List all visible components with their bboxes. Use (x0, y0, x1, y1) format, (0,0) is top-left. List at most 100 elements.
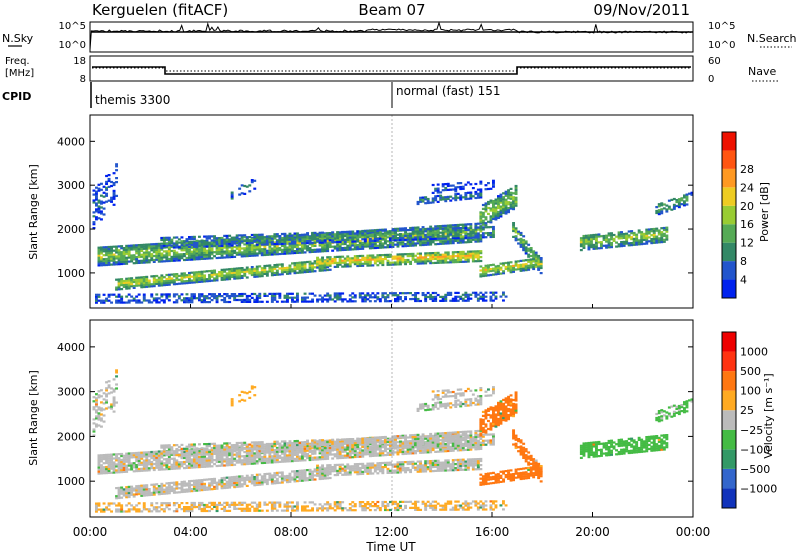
power-cell (396, 296, 400, 299)
power-cell (348, 263, 352, 266)
power-cell (313, 241, 317, 244)
velocity-cell (268, 461, 272, 464)
velocity-cell (185, 460, 189, 463)
power-cell (280, 240, 284, 244)
power-cell (125, 295, 129, 298)
power-cell (677, 202, 681, 205)
power-cell (291, 298, 294, 301)
power-cell (371, 264, 375, 267)
power-cell (459, 252, 463, 256)
power-cell (142, 251, 146, 254)
velocity-cell (421, 449, 425, 452)
power-cell (539, 262, 543, 266)
velocity-cell (122, 456, 126, 459)
power-cell (635, 241, 639, 244)
power-cell (273, 294, 277, 297)
power-cell (253, 233, 257, 236)
power-cell (278, 235, 282, 238)
power-cell (193, 237, 196, 240)
power-cell (456, 223, 460, 227)
power-cell (160, 256, 164, 259)
velocity-cell (97, 456, 101, 459)
power-cell (115, 286, 119, 289)
velocity-cell (366, 449, 370, 452)
power-cell (514, 268, 518, 271)
velocity-cell (348, 442, 352, 445)
power-cell (373, 235, 377, 238)
velocity-cell (431, 436, 435, 439)
power-cell (152, 258, 156, 262)
power-cell (373, 296, 377, 299)
velocity-cell (145, 459, 149, 462)
power-cell (130, 256, 134, 259)
power-cell (253, 187, 257, 190)
velocity-cell (127, 454, 131, 457)
power-cell (160, 276, 164, 279)
power-cell (464, 197, 468, 201)
power-cell (205, 245, 209, 248)
power-cell (446, 242, 450, 245)
power-cell (434, 195, 438, 198)
velocity-cell (170, 449, 174, 452)
power-cell (366, 294, 370, 297)
power-cell (429, 256, 433, 259)
velocity-cell (112, 469, 116, 472)
power-cell (318, 241, 322, 244)
velocity-cell (198, 466, 201, 469)
power-cell (419, 254, 423, 257)
velocity-cell (351, 452, 355, 455)
velocity-cell (208, 449, 212, 452)
power-cell (95, 196, 98, 199)
power-cell (235, 238, 239, 241)
power-cell (414, 299, 418, 303)
power-cell (414, 238, 418, 241)
power-cell (301, 242, 304, 245)
power-cell (391, 245, 395, 248)
power-cell (632, 243, 636, 246)
power-cell (238, 245, 242, 248)
power-cell (223, 234, 227, 237)
velocity-cell (213, 450, 217, 454)
power-cell (190, 297, 194, 300)
power-cell (338, 235, 342, 238)
power-cell (579, 239, 583, 242)
power-cell (233, 242, 237, 245)
power-cell (258, 244, 262, 247)
power-colorbar-tick: 8 (740, 255, 747, 268)
velocity-cell (366, 445, 370, 448)
power-cell (368, 243, 372, 246)
power-cell (444, 253, 448, 256)
power-cell (162, 242, 166, 245)
power-cell (193, 240, 196, 243)
power-cell (494, 295, 498, 298)
power-cell (507, 201, 511, 204)
power-cell (620, 231, 624, 234)
power-cell (100, 258, 103, 261)
power-cell (162, 250, 166, 253)
power-cell (175, 255, 179, 258)
power-cell (205, 235, 209, 238)
power-cell (489, 264, 493, 267)
velocity-cell (150, 461, 154, 464)
velocity-cell (368, 448, 372, 452)
velocity-cell (373, 454, 377, 457)
power-cell (499, 197, 503, 200)
power-cell (348, 298, 352, 301)
power-cell (273, 264, 277, 267)
velocity-cell (167, 459, 171, 463)
velocity-cell (311, 456, 315, 459)
velocity-cell (238, 445, 242, 448)
power-cell (230, 267, 234, 271)
power-cell (466, 250, 470, 253)
velocity-cell (273, 459, 277, 462)
power-cell (509, 197, 513, 200)
velocity-cell (175, 467, 179, 470)
velocity-cell (107, 453, 111, 456)
power-cell (474, 224, 478, 227)
power-cell (130, 285, 134, 288)
power-cell (248, 298, 252, 301)
power-cell (376, 240, 380, 243)
power-cell (218, 295, 222, 298)
power-cell (316, 264, 320, 267)
power-cell (657, 211, 661, 214)
